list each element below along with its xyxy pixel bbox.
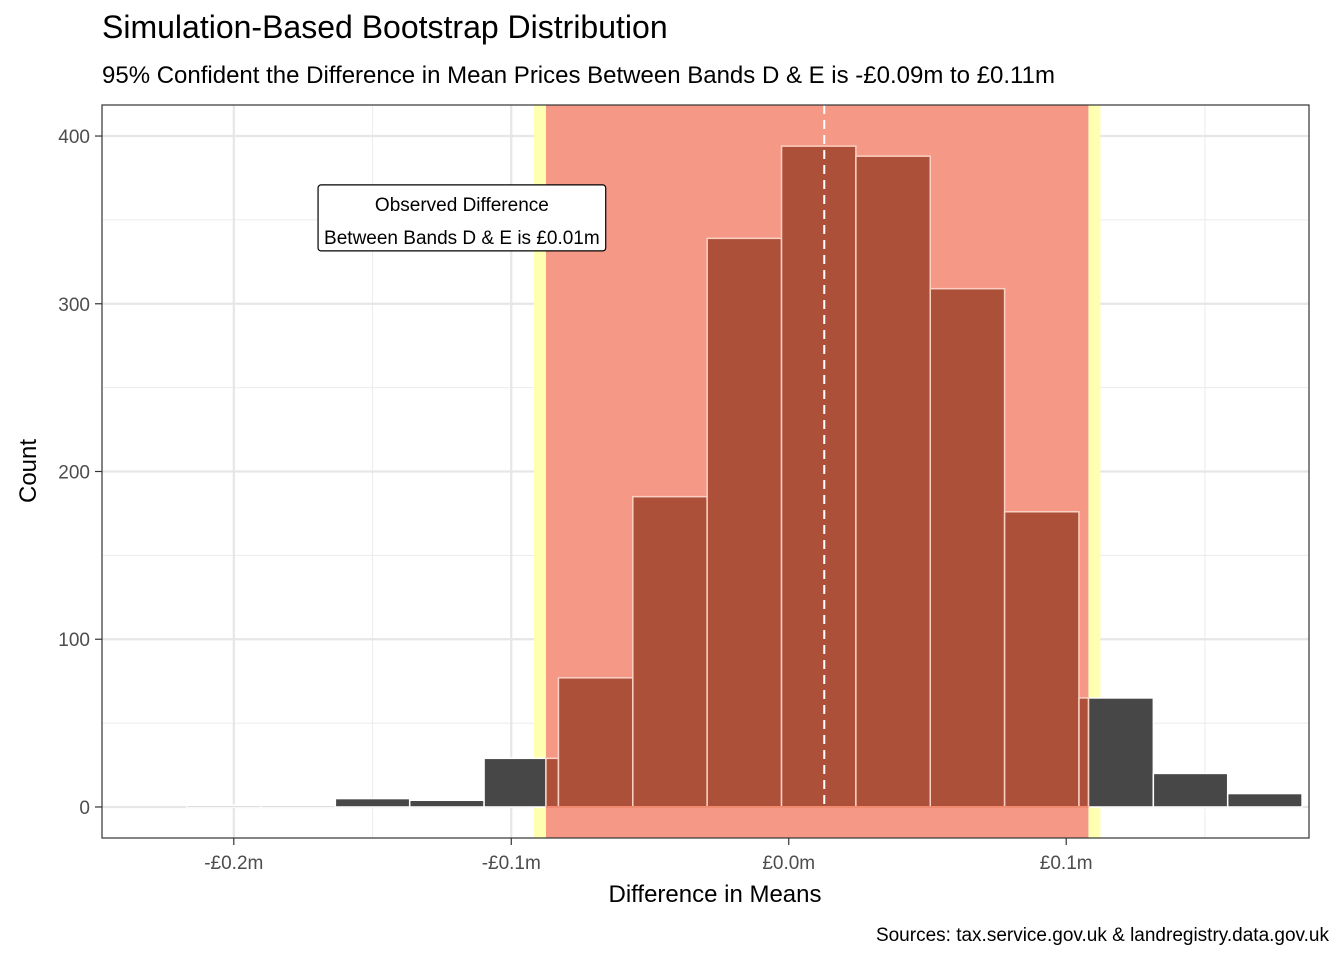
histogram-bar-in-ci	[632, 495, 708, 808]
histogram-bar-in-ci	[855, 155, 932, 808]
y-tick-label: 200	[58, 463, 90, 484]
x-axis-title: Difference in Means	[609, 881, 822, 908]
histogram-bar-in-ci	[929, 287, 1006, 808]
observed-difference-label: Observed Difference Between Bands D & E …	[317, 184, 607, 252]
y-axis-title: Count	[15, 439, 42, 503]
histogram-bar-in-ci	[557, 677, 634, 808]
y-tick-label: 0	[79, 798, 90, 819]
histogram-bar	[1087, 697, 1155, 808]
annotation-line-2: Between Bands D & E is £0.01m	[324, 228, 600, 249]
x-tick-label: -£0.2m	[204, 853, 263, 874]
chart-title: Simulation-Based Bootstrap Distribution	[102, 9, 668, 45]
histogram-bar-in-ci	[545, 757, 560, 808]
histogram-bar	[1226, 792, 1303, 808]
annotation-box	[317, 184, 607, 252]
histogram-bar-in-ci	[706, 237, 783, 808]
y-tick-label: 300	[58, 295, 90, 316]
histogram-bar	[408, 799, 485, 808]
histogram-bar	[185, 804, 262, 808]
y-axis: 0 100 200 300 400	[58, 127, 102, 819]
histogram-bars	[185, 145, 1303, 808]
chart-subtitle: 95% Confident the Difference in Mean Pri…	[102, 62, 1055, 89]
histogram-bar	[1152, 772, 1229, 808]
histogram-bar	[260, 804, 337, 808]
annotation-line-1: Observed Difference	[375, 195, 549, 216]
x-tick-label: £0.0m	[762, 853, 815, 874]
x-axis: -£0.2m -£0.1m £0.0m £0.1m	[204, 838, 1093, 874]
histogram-bar-in-ci	[780, 145, 857, 808]
ci-upper-edge	[1088, 105, 1101, 838]
x-tick-label: £0.1m	[1040, 853, 1093, 874]
y-tick-label: 400	[58, 127, 90, 148]
histogram-bar	[334, 797, 411, 808]
histogram-bar-in-ci	[1003, 511, 1080, 808]
histogram-bar	[483, 757, 547, 808]
x-tick-label: -£0.1m	[482, 853, 541, 874]
chart-caption: Sources: tax.service.gov.uk & landregist…	[876, 925, 1330, 946]
histogram-bar-in-ci	[1078, 697, 1090, 808]
ci-lower-edge	[533, 105, 546, 838]
y-tick-label: 100	[58, 630, 90, 651]
